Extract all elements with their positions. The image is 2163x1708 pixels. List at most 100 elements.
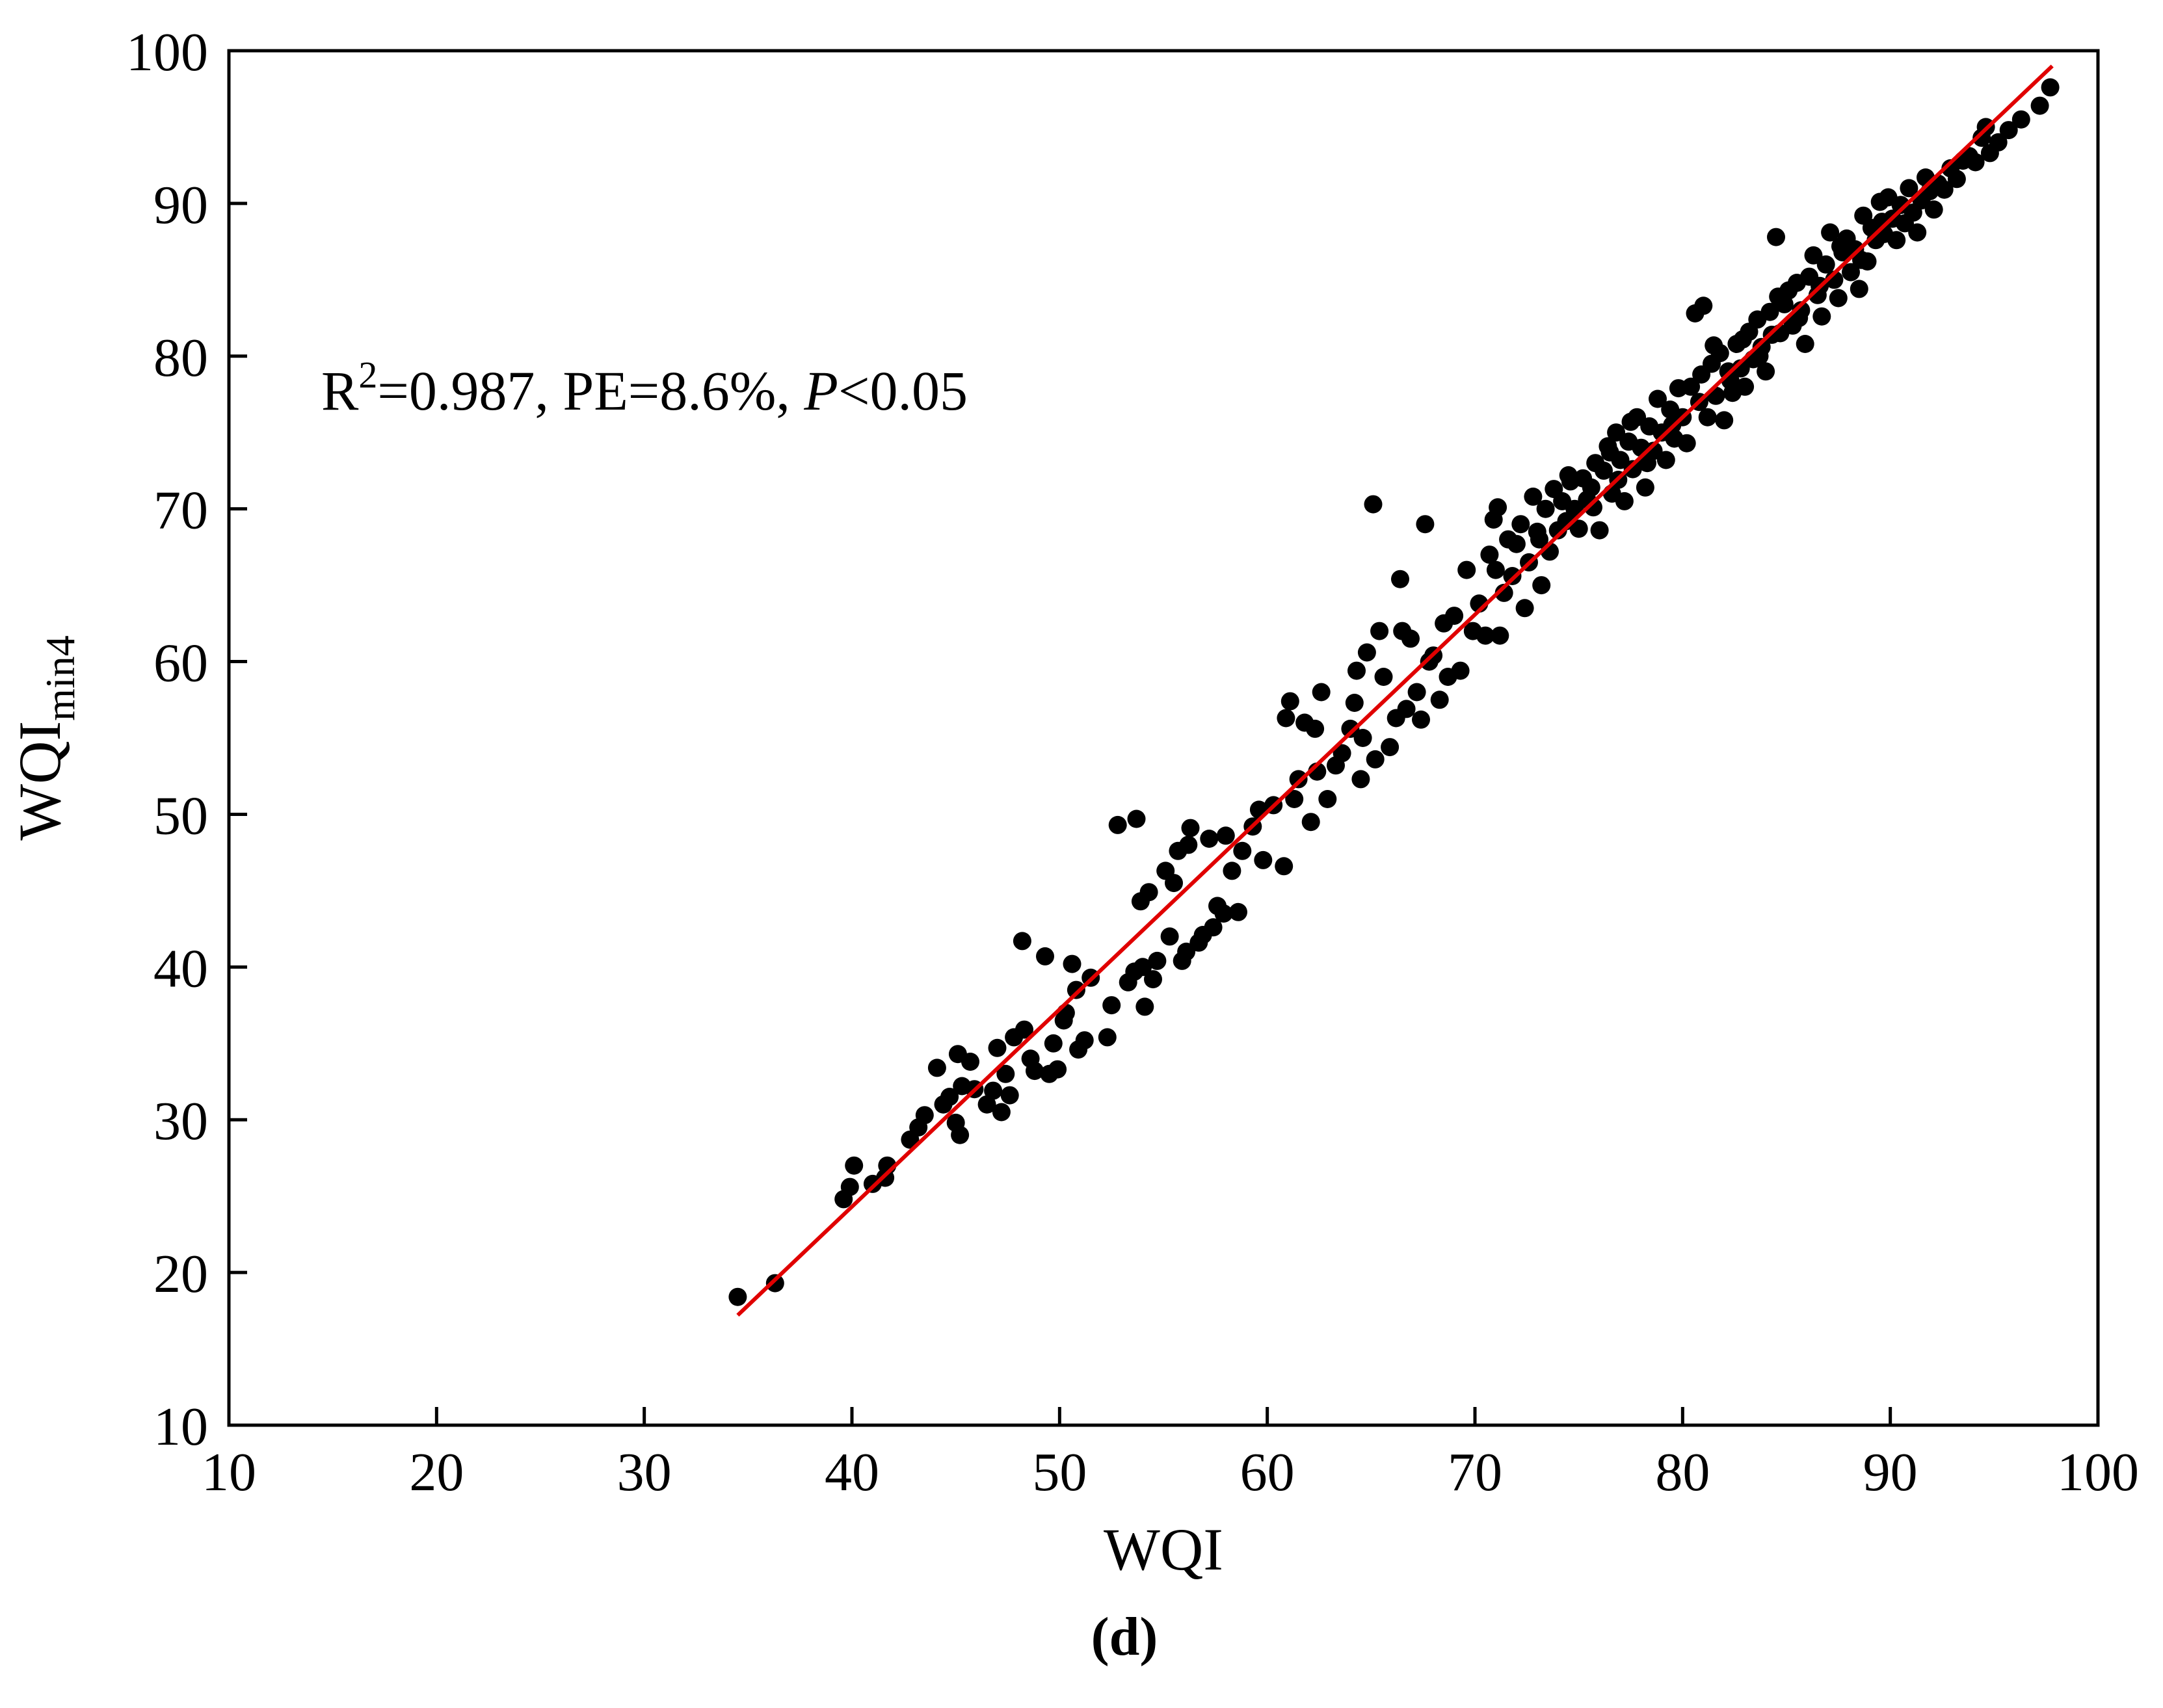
data-point (1102, 996, 1121, 1015)
x-axis-title: WQI (1104, 1516, 1223, 1583)
data-point (984, 1081, 1003, 1100)
x-tick-label: 20 (409, 1442, 464, 1503)
data-point (1445, 607, 1464, 625)
y-tick-label: 90 (153, 175, 208, 235)
y-axis-title: WQImin4 (7, 635, 83, 840)
y-tick-label: 10 (153, 1397, 208, 1457)
data-point (1301, 813, 1320, 832)
data-point (728, 1287, 747, 1306)
data-point (1638, 454, 1656, 473)
data-point (1214, 904, 1233, 923)
data-point (1705, 336, 1723, 355)
data-point (1457, 560, 1476, 579)
data-point (1216, 826, 1235, 845)
data-point (1312, 683, 1331, 702)
data-point (1532, 576, 1551, 595)
data-point (1412, 710, 1430, 729)
data-point (1381, 738, 1400, 757)
data-point (1013, 932, 1031, 951)
data-point (1736, 377, 1755, 396)
x-tick-label: 40 (825, 1442, 879, 1503)
data-point (1821, 223, 1840, 242)
data-point (1733, 330, 1752, 348)
data-point (1600, 443, 1619, 462)
data-point (1275, 857, 1294, 876)
data-point (1067, 980, 1085, 999)
data-point (927, 1058, 946, 1077)
data-point (1285, 790, 1304, 808)
data-point (1108, 815, 1127, 834)
y-tick-label: 20 (153, 1244, 208, 1304)
data-point (1682, 377, 1701, 396)
data-point (1306, 719, 1325, 738)
data-point (1277, 709, 1295, 728)
data-point (1636, 478, 1654, 497)
x-tick-label: 100 (2057, 1442, 2139, 1503)
data-point (1623, 460, 1642, 479)
data-point (1569, 519, 1588, 538)
y-tick-label: 50 (153, 785, 208, 846)
data-point (1947, 170, 1966, 189)
p-label: P (803, 360, 838, 422)
data-point (1075, 1031, 1094, 1050)
data-point (1615, 492, 1634, 510)
data-point (1000, 1086, 1019, 1105)
data-point (1351, 770, 1370, 789)
data-point (1584, 498, 1602, 517)
data-point (1831, 237, 1850, 256)
data-point (2030, 96, 2049, 115)
r2-superscript: 2 (358, 354, 377, 396)
stats-annotation: R2=0.987, PE=8.6%, P<0.05 (321, 354, 968, 422)
plot-frame (227, 49, 2100, 1427)
data-point (1507, 534, 1526, 553)
data-point (1900, 179, 1918, 198)
data-point (1750, 347, 1769, 365)
data-point (1179, 835, 1198, 854)
data-point (915, 1106, 934, 1125)
data-point (1139, 883, 1158, 902)
data-point (1401, 629, 1420, 648)
data-point (1056, 1003, 1075, 1022)
data-point (1999, 121, 2018, 140)
data-point (1347, 661, 1366, 680)
data-point (1503, 567, 1522, 585)
data-point (1333, 744, 1351, 763)
y-tick-label: 40 (153, 938, 208, 999)
data-point (1144, 970, 1162, 989)
data-point (951, 1125, 970, 1144)
data-point (1341, 719, 1360, 738)
data-point (1816, 255, 1835, 274)
data-point (1048, 1060, 1067, 1079)
data-point (1204, 918, 1223, 937)
data-point (1966, 153, 1985, 172)
panel-caption: (d) (1091, 1607, 1158, 1667)
data-point (1160, 927, 1179, 946)
data-point (1757, 362, 1775, 381)
data-point (1491, 626, 1509, 645)
y-tick-label: 70 (153, 480, 208, 541)
data-point (1134, 958, 1152, 977)
data-point (1924, 200, 1943, 219)
data-point (1559, 466, 1578, 484)
data-point (1229, 902, 1247, 921)
axis-ticks: 10 20 30 40 50 60 70 80 90 100 10 20 30 40 50 60 70 80 90 1… (126, 22, 2139, 1503)
data-point (1345, 694, 1364, 712)
data-point (1607, 423, 1626, 442)
data-point (1595, 461, 1613, 480)
data-point (1476, 626, 1494, 645)
data-point (1494, 583, 1513, 602)
data-point (1515, 599, 1534, 618)
data-point (1233, 841, 1252, 860)
data-point (1989, 133, 2008, 151)
data-point (1694, 296, 1713, 315)
data-point (1397, 700, 1416, 718)
data-point (1486, 560, 1505, 579)
x-tick-label: 30 (617, 1442, 672, 1503)
data-point (1281, 692, 1299, 711)
data-point (1692, 365, 1711, 384)
data-point (1760, 302, 1779, 321)
data-point (1582, 478, 1600, 497)
x-tick-label: 90 (1863, 1442, 1918, 1503)
data-point (1649, 389, 1667, 408)
data-point (940, 1088, 959, 1106)
